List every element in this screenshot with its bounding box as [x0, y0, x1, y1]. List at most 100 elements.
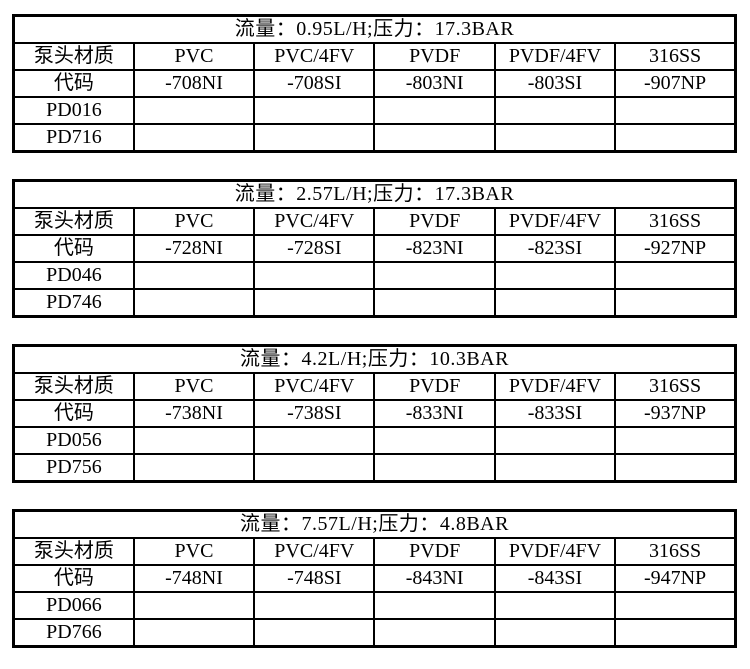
code-label-cell: 代码 — [12, 234, 135, 263]
model-cell: PD716 — [12, 123, 135, 153]
material-cell: PVDF/4FV — [493, 42, 617, 71]
material-header-row: 泵头材质 PVC PVC/4FV PVDF PVDF/4FV 316SS — [12, 42, 737, 71]
material-label-cell: 泵头材质 — [12, 537, 135, 566]
code-cell: -833SI — [493, 399, 617, 428]
empty-cell — [132, 591, 256, 620]
empty-cell — [253, 123, 376, 153]
empty-cell — [132, 426, 256, 455]
model-row: PD016 — [12, 96, 737, 125]
empty-cell — [253, 453, 376, 483]
flow-pressure-title: 流量：7.57L/H;压力：4.8BAR — [12, 509, 737, 539]
empty-cell — [373, 453, 496, 483]
material-cell: PVC — [132, 372, 256, 401]
material-header-row: 泵头材质 PVC PVC/4FV PVDF PVDF/4FV 316SS — [12, 372, 737, 401]
material-cell: 316SS — [614, 537, 737, 566]
empty-cell — [614, 426, 737, 455]
table-title-row: 流量：4.2L/H;压力：10.3BAR — [12, 344, 737, 374]
empty-cell — [614, 453, 737, 483]
material-cell: PVC — [132, 42, 256, 71]
empty-cell — [253, 618, 376, 648]
material-cell: 316SS — [614, 42, 737, 71]
model-row: PD716 — [12, 123, 737, 153]
code-row: 代码 -728NI -728SI -823NI -823SI -927NP — [12, 234, 737, 263]
code-cell: -748NI — [132, 564, 256, 593]
empty-cell — [132, 618, 256, 648]
code-cell: -738SI — [253, 399, 376, 428]
table-title-row: 流量：7.57L/H;压力：4.8BAR — [12, 509, 737, 539]
empty-cell — [373, 288, 496, 318]
material-cell: PVC — [132, 537, 256, 566]
empty-cell — [373, 123, 496, 153]
empty-cell — [614, 618, 737, 648]
code-cell: -708NI — [132, 69, 256, 98]
empty-cell — [132, 123, 256, 153]
flow-pressure-title: 流量：2.57L/H;压力：17.3BAR — [12, 179, 737, 209]
model-cell: PD016 — [12, 96, 135, 125]
material-cell: PVC — [132, 207, 256, 236]
empty-cell — [132, 261, 256, 290]
material-label-cell: 泵头材质 — [12, 42, 135, 71]
flow-pressure-title: 流量：0.95L/H;压力：17.3BAR — [12, 14, 737, 44]
code-cell: -803SI — [493, 69, 617, 98]
code-cell: -803NI — [373, 69, 496, 98]
empty-cell — [373, 96, 496, 125]
empty-cell — [132, 453, 256, 483]
empty-cell — [373, 261, 496, 290]
model-row: PD756 — [12, 453, 737, 483]
empty-cell — [132, 96, 256, 125]
empty-cell — [493, 426, 617, 455]
material-cell: 316SS — [614, 372, 737, 401]
pump-spec-table-2: 流量：2.57L/H;压力：17.3BAR 泵头材质 PVC PVC/4FV P… — [12, 179, 737, 318]
model-cell: PD756 — [12, 453, 135, 483]
empty-cell — [614, 96, 737, 125]
code-label-cell: 代码 — [12, 399, 135, 428]
code-cell: -843SI — [493, 564, 617, 593]
model-row: PD046 — [12, 261, 737, 290]
empty-cell — [253, 426, 376, 455]
code-row: 代码 -748NI -748SI -843NI -843SI -947NP — [12, 564, 737, 593]
document-page: 流量：0.95L/H;压力：17.3BAR 泵头材质 PVC PVC/4FV P… — [12, 14, 737, 648]
material-cell: PVDF/4FV — [493, 207, 617, 236]
empty-cell — [614, 288, 737, 318]
empty-cell — [493, 591, 617, 620]
model-row: PD746 — [12, 288, 737, 318]
code-label-cell: 代码 — [12, 69, 135, 98]
model-row: PD766 — [12, 618, 737, 648]
model-cell: PD056 — [12, 426, 135, 455]
code-cell: -728SI — [253, 234, 376, 263]
code-row: 代码 -738NI -738SI -833NI -833SI -937NP — [12, 399, 737, 428]
empty-cell — [493, 618, 617, 648]
flow-pressure-title: 流量：4.2L/H;压力：10.3BAR — [12, 344, 737, 374]
code-cell: -907NP — [614, 69, 737, 98]
code-cell: -823SI — [493, 234, 617, 263]
model-row: PD066 — [12, 591, 737, 620]
material-cell: PVC/4FV — [253, 42, 376, 71]
code-cell: -748SI — [253, 564, 376, 593]
empty-cell — [493, 261, 617, 290]
material-cell: PVC/4FV — [253, 537, 376, 566]
material-header-row: 泵头材质 PVC PVC/4FV PVDF PVDF/4FV 316SS — [12, 207, 737, 236]
code-cell: -823NI — [373, 234, 496, 263]
pump-spec-table-4: 流量：7.57L/H;压力：4.8BAR 泵头材质 PVC PVC/4FV PV… — [12, 509, 737, 648]
code-cell: -708SI — [253, 69, 376, 98]
model-cell: PD066 — [12, 591, 135, 620]
empty-cell — [493, 96, 617, 125]
empty-cell — [373, 618, 496, 648]
code-label-cell: 代码 — [12, 564, 135, 593]
material-cell: PVDF — [373, 42, 496, 71]
code-cell: -937NP — [614, 399, 737, 428]
code-cell: -947NP — [614, 564, 737, 593]
empty-cell — [253, 261, 376, 290]
material-cell: PVC/4FV — [253, 372, 376, 401]
empty-cell — [614, 123, 737, 153]
empty-cell — [373, 591, 496, 620]
empty-cell — [253, 96, 376, 125]
material-cell: PVDF — [373, 207, 496, 236]
empty-cell — [493, 123, 617, 153]
empty-cell — [614, 261, 737, 290]
empty-cell — [614, 591, 737, 620]
empty-cell — [493, 288, 617, 318]
material-cell: 316SS — [614, 207, 737, 236]
material-cell: PVC/4FV — [253, 207, 376, 236]
code-row: 代码 -708NI -708SI -803NI -803SI -907NP — [12, 69, 737, 98]
